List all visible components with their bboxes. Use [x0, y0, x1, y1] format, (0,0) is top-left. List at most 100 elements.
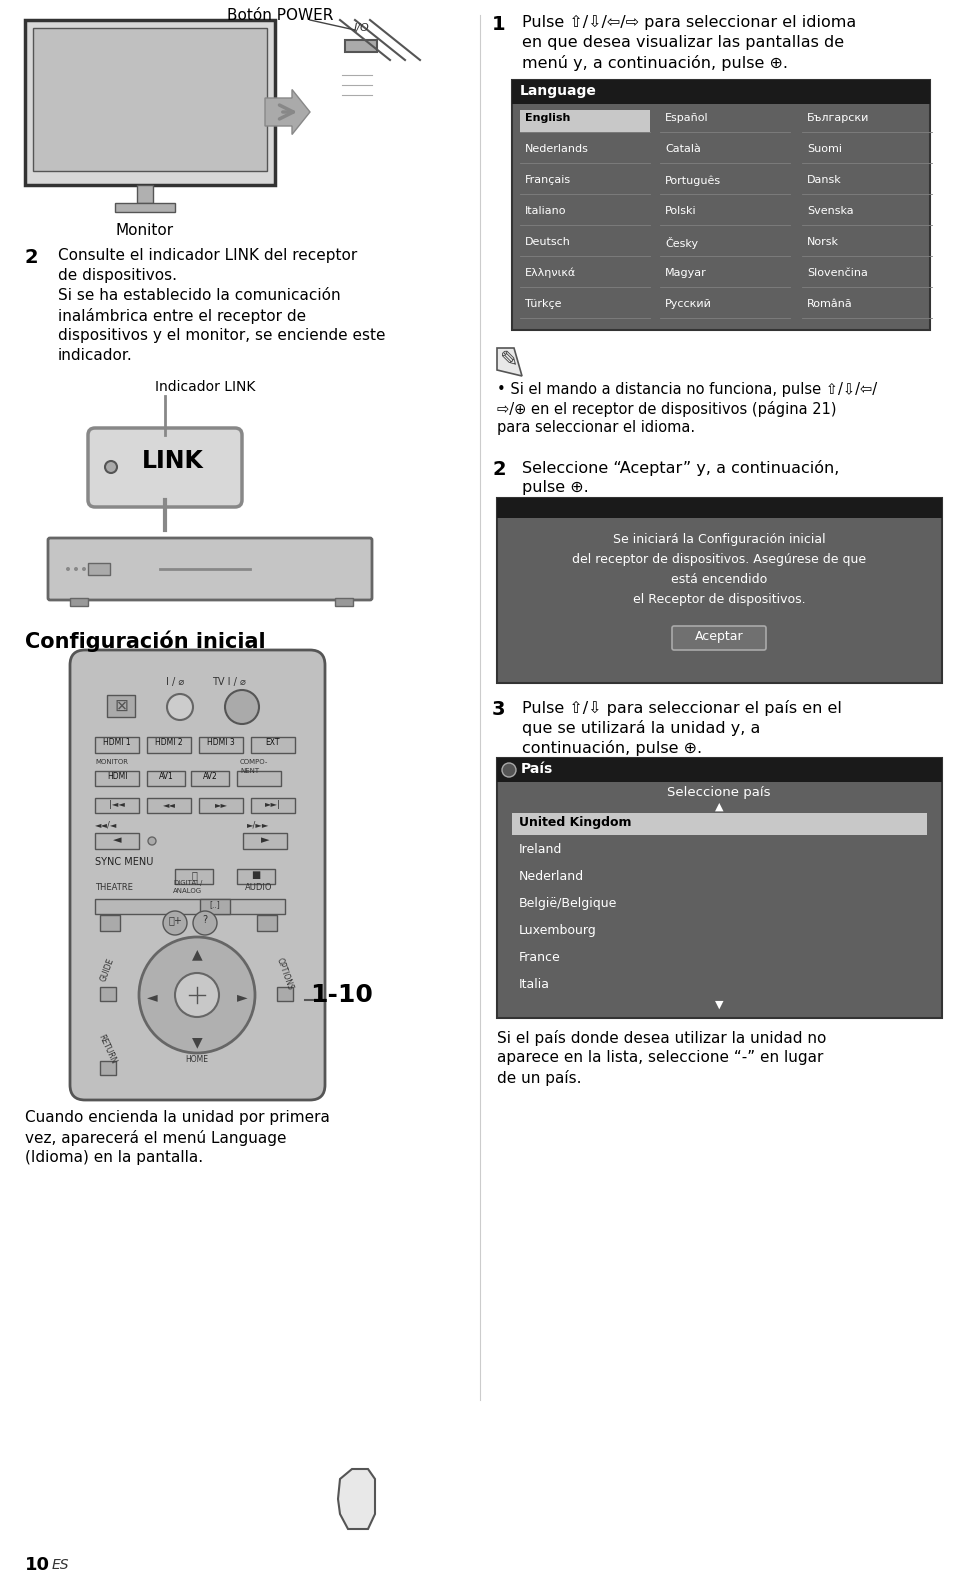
Text: ►►|: ►►| [265, 800, 281, 809]
Text: MONITOR: MONITOR [95, 759, 128, 765]
Text: ◄◄/◄: ◄◄/◄ [95, 821, 117, 830]
Text: inalámbrica entre el receptor de: inalámbrica entre el receptor de [58, 307, 306, 325]
Text: aparece en la lista, seleccione “-” en lugar: aparece en la lista, seleccione “-” en l… [497, 1050, 824, 1064]
Text: RETURN: RETURN [96, 1033, 118, 1064]
Text: Español: Español [665, 112, 708, 124]
Text: Norsk: Norsk [807, 238, 839, 247]
Text: de dispositivos.: de dispositivos. [58, 268, 177, 284]
FancyBboxPatch shape [257, 916, 277, 931]
Text: Seleccione “Aceptar” y, a continuación,: Seleccione “Aceptar” y, a continuación, [522, 459, 839, 477]
FancyBboxPatch shape [70, 649, 325, 1099]
Text: Seleccione país: Seleccione país [667, 786, 771, 798]
Text: Botón POWER: Botón POWER [227, 8, 333, 24]
Text: Configuración inicial: Configuración inicial [25, 630, 266, 651]
Text: Si se ha establecido la comunicación: Si se ha establecido la comunicación [58, 288, 341, 303]
Circle shape [139, 938, 255, 1053]
Text: [..]: [..] [209, 900, 221, 909]
FancyBboxPatch shape [251, 737, 295, 752]
Text: Deutsch: Deutsch [525, 238, 571, 247]
FancyBboxPatch shape [237, 771, 281, 786]
FancyBboxPatch shape [88, 428, 242, 507]
Text: Pulse ⇧/⇩/⇦/⇨ para seleccionar el idioma: Pulse ⇧/⇩/⇦/⇨ para seleccionar el idioma [522, 14, 856, 30]
Circle shape [167, 694, 193, 721]
FancyBboxPatch shape [48, 539, 372, 600]
Circle shape [225, 691, 259, 724]
Text: France: France [519, 950, 561, 965]
Text: ▼: ▼ [192, 1034, 203, 1049]
Bar [88, 562, 110, 575]
Text: I/O: I/O [354, 24, 370, 33]
Bar [497, 497, 942, 683]
Text: (Idioma) en la pantalla.: (Idioma) en la pantalla. [25, 1150, 204, 1164]
Text: ►: ► [237, 990, 248, 1004]
Text: Ireland: Ireland [519, 843, 563, 855]
Bar [497, 759, 942, 782]
Text: dispositivos y el monitor, se enciende este: dispositivos y el monitor, se enciende e… [58, 328, 386, 344]
Text: 2: 2 [25, 249, 38, 268]
Circle shape [82, 567, 86, 570]
Text: Suomi: Suomi [807, 144, 842, 154]
Text: que se utilizará la unidad y, a: que se utilizará la unidad y, a [522, 721, 760, 737]
Text: Ελληνικά: Ελληνικά [525, 268, 576, 279]
Text: Български: Български [807, 112, 870, 124]
Text: |◄◄: |◄◄ [109, 800, 125, 809]
Text: HDMI: HDMI [107, 771, 128, 781]
Circle shape [74, 567, 78, 570]
Bar [137, 185, 153, 203]
Text: indicador.: indicador. [58, 348, 132, 363]
Text: vez, aparecerá el menú Language: vez, aparecerá el menú Language [25, 1129, 286, 1145]
Text: HDMI 3: HDMI 3 [207, 738, 235, 748]
Circle shape [163, 911, 187, 935]
Text: TV I / ⌀: TV I / ⌀ [212, 676, 246, 687]
Text: 1: 1 [492, 14, 506, 33]
Text: ►: ► [261, 835, 269, 844]
Text: de un país.: de un país. [497, 1071, 582, 1087]
Text: Nederlands: Nederlands [525, 144, 588, 154]
Text: Türkçe: Türkçe [525, 299, 562, 309]
Text: ⏸: ⏸ [191, 870, 197, 881]
Text: 2: 2 [492, 459, 506, 478]
Text: 10: 10 [25, 1555, 50, 1574]
Bar [512, 81, 930, 105]
Text: ANALOG: ANALOG [173, 889, 203, 893]
Text: menú y, a continuación, pulse ⊕.: menú y, a continuación, pulse ⊕. [522, 55, 788, 71]
Text: NENT: NENT [240, 768, 259, 775]
FancyBboxPatch shape [100, 987, 116, 1001]
Bar [512, 81, 930, 329]
Text: ◄: ◄ [147, 990, 157, 1004]
Bar [497, 759, 942, 1019]
Text: HDMI 1: HDMI 1 [103, 738, 131, 748]
FancyBboxPatch shape [95, 833, 139, 849]
Text: LINK: LINK [142, 448, 204, 474]
Text: Català: Català [665, 144, 701, 154]
Text: AUDIO: AUDIO [245, 882, 273, 892]
Text: ■: ■ [252, 870, 260, 881]
Text: ▲: ▲ [192, 947, 203, 961]
Text: ◄◄: ◄◄ [162, 800, 176, 809]
Text: ES: ES [52, 1559, 69, 1571]
Bar [512, 813, 927, 835]
Text: Language: Language [520, 84, 597, 98]
Bar [33, 29, 267, 171]
Text: GUIDE: GUIDE [99, 957, 115, 982]
FancyBboxPatch shape [147, 737, 191, 752]
Bar [497, 497, 942, 518]
Text: Česky: Česky [665, 238, 698, 249]
FancyArrow shape [265, 90, 310, 135]
Text: Luxembourg: Luxembourg [519, 923, 597, 938]
Circle shape [105, 461, 117, 474]
Text: DIGITAL/: DIGITAL/ [173, 881, 203, 885]
Text: Svenska: Svenska [807, 206, 853, 215]
Polygon shape [497, 348, 522, 375]
FancyBboxPatch shape [672, 626, 766, 649]
FancyBboxPatch shape [25, 21, 275, 185]
Text: Pulse ⇧/⇩ para seleccionar el país en el: Pulse ⇧/⇩ para seleccionar el país en el [522, 700, 842, 716]
Text: en que desea visualizar las pantallas de: en que desea visualizar las pantallas de [522, 35, 844, 51]
FancyBboxPatch shape [199, 798, 243, 813]
FancyBboxPatch shape [147, 771, 185, 786]
Bar [70, 599, 88, 607]
Text: I / ⌀: I / ⌀ [166, 676, 184, 687]
FancyBboxPatch shape [191, 771, 229, 786]
Text: Aceptar: Aceptar [695, 630, 743, 643]
Text: continuación, pulse ⊕.: continuación, pulse ⊕. [522, 740, 702, 756]
